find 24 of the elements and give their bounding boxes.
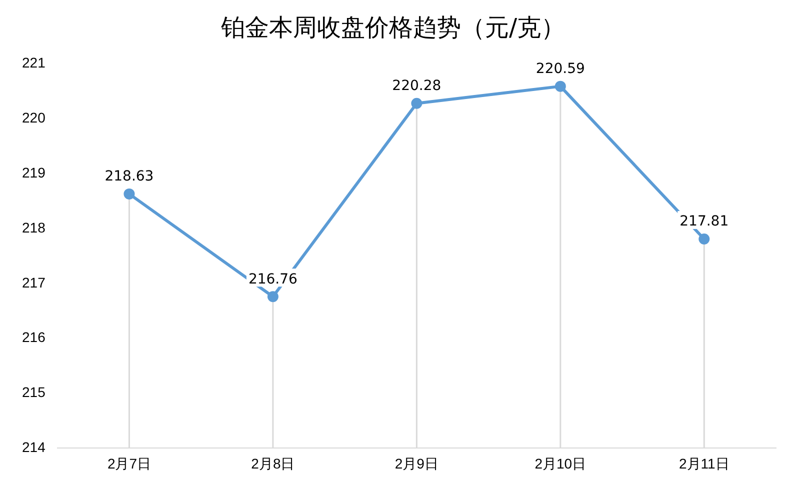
data-label: 218.63	[104, 168, 154, 185]
y-tick-label: 217	[22, 274, 46, 290]
data-label: 216.76	[248, 271, 298, 288]
chart-title: 铂金本周收盘价格趋势（元/克）	[220, 14, 566, 42]
point	[698, 233, 710, 244]
point	[267, 291, 278, 302]
x-tick-label: 2月8日	[251, 455, 295, 472]
y-tick-label: 218	[22, 219, 46, 236]
x-tick-label: 2月10日	[534, 455, 586, 472]
y-tick-label: 216	[22, 329, 46, 346]
x-tick-label: 2月7日	[107, 455, 152, 472]
data-label: 220.28	[392, 78, 442, 94]
point	[124, 188, 135, 200]
y-tick-label: 220	[22, 110, 46, 126]
y-tick-label: 219	[22, 164, 46, 180]
data-label: 217.81	[680, 214, 729, 230]
y-tick-label: 214	[22, 439, 46, 456]
x-tick-label: 2月9日	[394, 455, 438, 472]
point	[411, 98, 422, 109]
x-tick-label: 2月11日	[678, 455, 730, 472]
point	[554, 80, 566, 92]
data-label: 220.59	[536, 60, 585, 77]
y-tick-label: 221	[22, 54, 46, 71]
y-tick-label: 215	[22, 384, 46, 400]
